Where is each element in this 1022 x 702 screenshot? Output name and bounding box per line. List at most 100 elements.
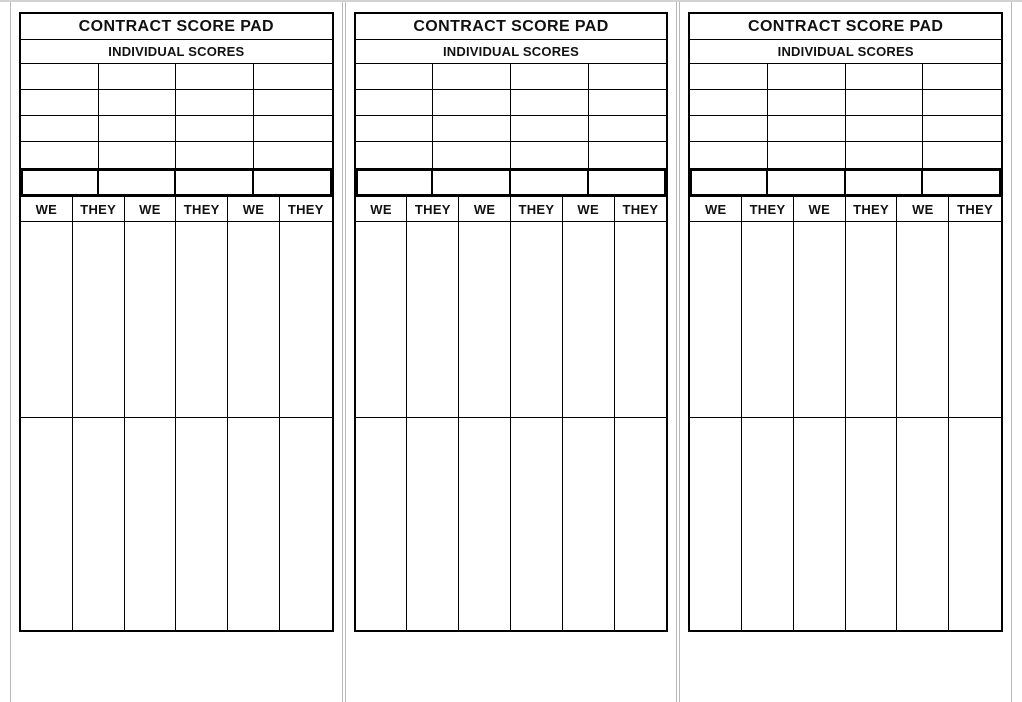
individual-scores-grid (21, 64, 332, 168)
contract-score-pad: CONTRACT SCORE PAD INDIVIDUAL SCORES (353, 12, 669, 632)
individual-score-cell (176, 142, 254, 168)
above-line-cell (511, 222, 563, 417)
individual-score-cell (254, 64, 332, 90)
above-line-cell (21, 222, 73, 417)
individual-score-cell (176, 116, 254, 142)
individual-score-cell (98, 64, 177, 90)
individual-score-cell (846, 142, 924, 168)
above-line-cell (356, 222, 408, 417)
score-pad-page: CONTRACT SCORE PAD INDIVIDUAL SCORES (344, 2, 678, 702)
individual-score-cell (355, 64, 434, 90)
above-line-cell (73, 222, 125, 417)
names-cell (176, 171, 254, 194)
names-row (21, 168, 332, 197)
individual-score-cell (356, 142, 434, 168)
individual-score-cell (923, 64, 1002, 90)
individual-score-cell (98, 116, 177, 142)
names-cell (356, 171, 434, 194)
individual-score-cell (845, 64, 924, 90)
column-header-we: WE (21, 197, 73, 221)
column-header-we: WE (690, 197, 743, 221)
column-header-we: WE (125, 197, 177, 221)
individual-score-cell (176, 64, 254, 90)
individual-score-cell (768, 142, 846, 168)
above-line-cell (690, 222, 743, 417)
below-line-cell (615, 418, 667, 630)
individual-score-cell (588, 90, 667, 116)
individual-score-cell (511, 90, 589, 116)
below-line-cell (846, 418, 898, 630)
score-column-headers: WE THEY WE THEY WE THEY (690, 197, 1002, 222)
individual-score-cell (588, 64, 667, 90)
above-line-cell (846, 222, 898, 417)
score-column-headers: WE THEY WE THEY WE THEY (21, 197, 332, 222)
names-cell (433, 171, 511, 194)
column-header-we: WE (459, 197, 511, 221)
names-row (355, 168, 667, 197)
individual-score-cell (690, 116, 768, 142)
above-line-cell (949, 222, 1001, 417)
names-cell (589, 171, 667, 194)
page-top-edge (0, 0, 1022, 2)
individual-score-cell (433, 90, 511, 116)
individual-score-cell (98, 90, 177, 116)
pad-title: CONTRACT SCORE PAD (690, 14, 1002, 40)
individual-score-cell (21, 142, 99, 168)
below-line-cell (73, 418, 125, 630)
names-cell (690, 171, 768, 194)
individual-score-cell (21, 64, 99, 90)
column-header-they: THEY (176, 197, 229, 221)
individual-score-cell (99, 142, 177, 168)
below-line-cell (125, 418, 177, 630)
below-the-line-area (690, 418, 1001, 630)
column-header-they: THEY (957, 201, 994, 217)
individual-score-cell (923, 142, 1001, 168)
names-row (690, 168, 1002, 197)
above-line-cell (176, 222, 229, 417)
individual-score-cell (21, 116, 99, 142)
individual-score-cell (768, 90, 846, 116)
column-header-they: THEY (511, 197, 563, 221)
column-header-they: THEY (287, 201, 324, 217)
individual-score-cell (21, 90, 99, 116)
below-line-cell (690, 418, 743, 630)
below-line-cell (563, 418, 615, 630)
individual-score-cell (355, 90, 434, 116)
individual-score-cell (768, 116, 846, 142)
individual-score-cell (589, 142, 667, 168)
above-line-cell (280, 222, 332, 417)
column-header-we: WE (228, 197, 280, 221)
below-line-cell (511, 418, 563, 630)
individual-scores-grid (690, 64, 1002, 168)
below-line-cell (794, 418, 846, 630)
individual-scores-grid (355, 64, 667, 168)
above-line-cell (407, 222, 460, 417)
individual-score-cell (176, 90, 254, 116)
below-line-cell (407, 418, 460, 630)
column-header-they: THEY (73, 197, 125, 221)
below-line-cell (897, 418, 950, 630)
above-line-cell (228, 222, 280, 417)
below-line-cell (280, 418, 332, 630)
column-header-we: WE (356, 197, 408, 221)
individual-score-cell (923, 90, 1002, 116)
individual-score-cell (254, 90, 332, 116)
pad-subtitle: INDIVIDUAL SCORES (690, 40, 1002, 64)
score-pad-page: CONTRACT SCORE PAD INDIVIDUAL SCORES (679, 2, 1013, 702)
names-cell (768, 171, 846, 194)
names-cell (21, 171, 99, 194)
above-the-line-area (690, 222, 1002, 418)
below-line-cell (949, 418, 1001, 630)
individual-score-cell (511, 116, 589, 142)
column-header-they: THEY (622, 201, 659, 217)
individual-score-cell (433, 116, 511, 142)
above-the-line-area (21, 222, 332, 418)
above-line-cell (742, 222, 794, 417)
individual-score-cell (511, 64, 589, 90)
column-header-they: THEY (846, 197, 898, 221)
above-line-cell (615, 222, 667, 417)
pad-title: CONTRACT SCORE PAD (355, 14, 667, 40)
names-cell (846, 171, 924, 194)
above-line-cell (459, 222, 511, 417)
